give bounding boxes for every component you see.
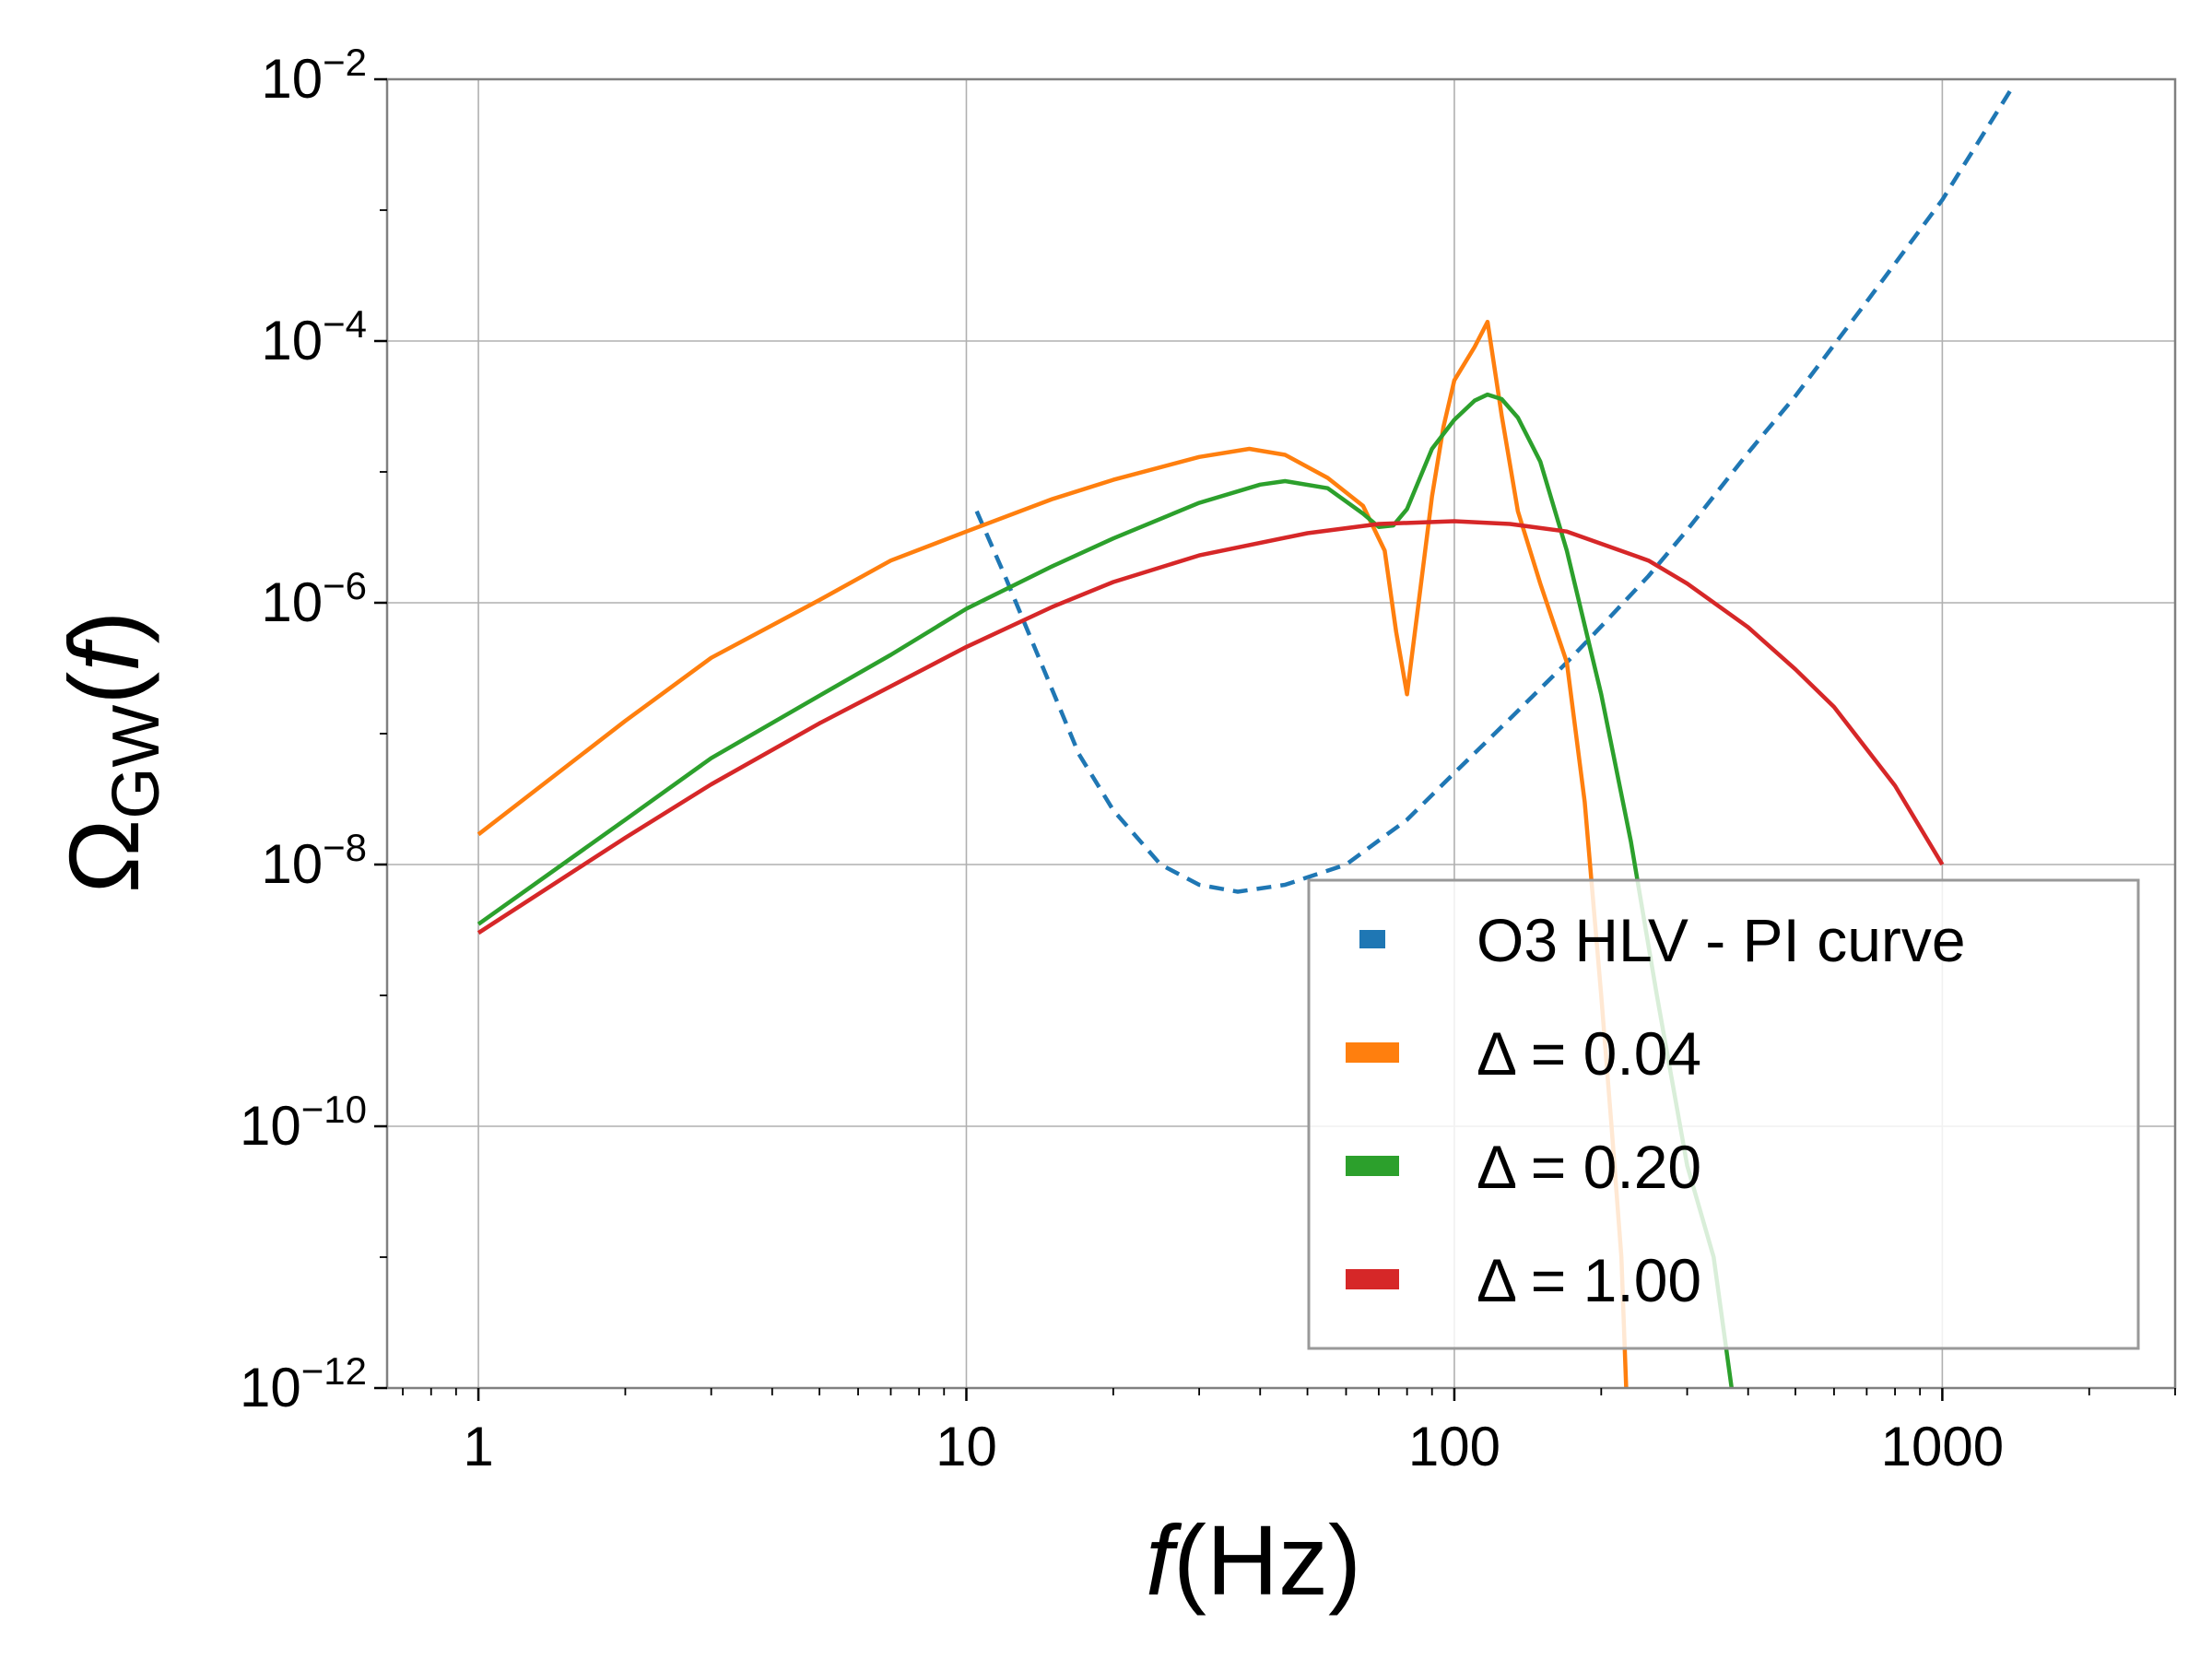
legend-box: [1307, 878, 2140, 1350]
y-tick-label: 10−12: [240, 1349, 367, 1418]
series-line-3: [477, 519, 1945, 935]
x-tick-label: 1: [463, 1416, 493, 1477]
legend-label-2: Δ = 0.20: [1477, 1133, 1701, 1201]
y-tick-label: 10−8: [261, 826, 367, 895]
y-axis-label: ΩGW(f): [48, 611, 173, 894]
legend-swatch-2: [1346, 1156, 1399, 1176]
x-axis-label: f(Hz): [1146, 1504, 1361, 1616]
y-tick-label: 10−6: [261, 564, 367, 633]
series-line-2: [477, 392, 1735, 1388]
x-tick-label: 10: [935, 1416, 997, 1477]
axis-ticks: 1 10 100 1000 10−12 10−10 10−8 10−6 10−4 10−2: [240, 41, 2176, 1477]
y-tick-label: 10−4: [261, 302, 367, 371]
legend-label-1: Δ = 0.04: [1477, 1019, 1701, 1088]
y-tick-label: 10−10: [240, 1088, 367, 1157]
legend-swatch-3: [1346, 1269, 1399, 1289]
legend-label-0: O3 HLV - PI curve: [1477, 906, 1966, 974]
legend: O3 HLV - PI curve Δ = 0.04 Δ = 0.20 Δ = 1.0…: [1307, 878, 2140, 1350]
plot-series: [477, 84, 2016, 1388]
legend-swatch-0: [1359, 930, 1385, 948]
series-line-0: [974, 84, 2016, 894]
y-tick-label: 10−2: [261, 41, 367, 110]
axis-labels: f(Hz) ΩGW(f): [48, 611, 1361, 1616]
series-line-1: [477, 319, 1629, 1388]
legend-swatch-1: [1346, 1042, 1399, 1063]
x-tick-label: 100: [1408, 1416, 1500, 1477]
x-tick-label: 1000: [1881, 1416, 2004, 1477]
legend-label-3: Δ = 1.00: [1477, 1246, 1701, 1314]
